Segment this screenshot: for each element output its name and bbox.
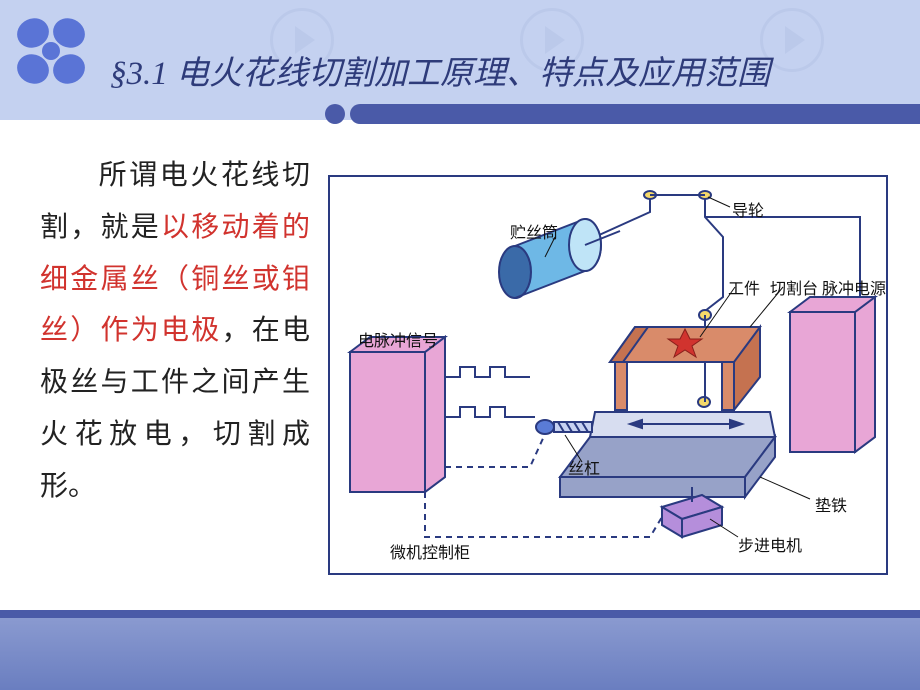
wedm-diagram: 导轮 贮丝筒 电脉冲信号 工件 切割台 脉冲电源 丝杠 微机控制柜 步进电机 垫…: [328, 175, 888, 575]
title-underline-bar: [350, 104, 920, 124]
label-pulse-signal: 电脉冲信号: [358, 327, 438, 351]
label-stepper-motor: 步进电机: [738, 532, 802, 556]
label-pulse-power: 脉冲电源: [822, 275, 886, 299]
label-lead-screw: 丝杠: [568, 455, 600, 479]
bottom-band: [0, 618, 920, 690]
diagram-svg: [330, 177, 890, 577]
label-cnc-cabinet: 微机控制柜: [390, 539, 470, 563]
label-workpiece: 工件: [728, 275, 760, 299]
label-base-iron: 垫铁: [815, 492, 847, 516]
pulse-power-shape: [790, 297, 875, 452]
title-underline-dot: [325, 104, 345, 124]
slide-content: 所谓电火花线切割，就是以移动着的细金属丝（铜丝或钼丝）作为电极，在电极丝与工件之…: [40, 150, 890, 600]
body-text: 所谓电火花线切割，就是以移动着的细金属丝（铜丝或钼丝）作为电极，在电极丝与工件之…: [40, 150, 310, 600]
lead-screw-shape: [536, 420, 592, 434]
logo-icon: [6, 6, 96, 96]
label-cutting-table: 切割台: [770, 275, 818, 299]
label-guide-wheel: 导轮: [732, 197, 764, 221]
bottom-accent-line: [0, 610, 920, 618]
slide-title: §3.1 电火花线切割加工原理、特点及应用范围: [110, 46, 910, 94]
label-wire-drum: 贮丝筒: [510, 219, 558, 243]
cnc-cabinet-shape: [350, 337, 445, 492]
diagram-column: 导轮 贮丝筒 电脉冲信号 工件 切割台 脉冲电源 丝杠 微机控制柜 步进电机 垫…: [326, 150, 890, 600]
